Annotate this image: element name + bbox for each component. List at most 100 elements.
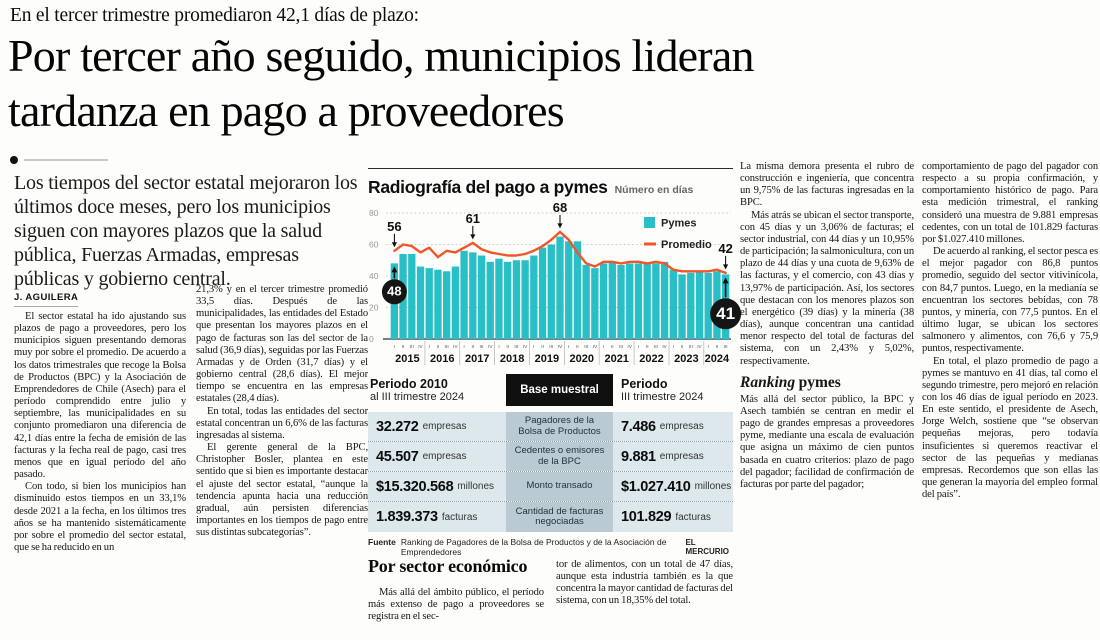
callout-circle bbox=[710, 298, 742, 330]
table-header-left: Periodo 2010 al III trimestre 2024 bbox=[368, 374, 506, 404]
down-arrowhead-icon bbox=[557, 223, 563, 229]
table-body: 32.272 empresas Pagadores de la Bolsa de P… bbox=[368, 412, 733, 532]
chart-subtitle: Número en días bbox=[614, 184, 694, 196]
unit: empresas bbox=[659, 421, 704, 432]
table-cell-center: Cantidad de facturas negociadas bbox=[506, 502, 613, 532]
bar bbox=[573, 241, 582, 339]
quarter-label: III bbox=[724, 344, 728, 350]
source-text: Ranking de Pagadores de la Bolsa de Prod… bbox=[400, 537, 667, 557]
y-tick-label: 40 bbox=[369, 271, 379, 281]
table-header-right-title: Periodo bbox=[621, 377, 668, 391]
body-column-4: La misma demora presenta el rubro de con… bbox=[740, 161, 914, 639]
bar bbox=[660, 261, 669, 339]
bar bbox=[530, 255, 538, 339]
table-header-left-subtitle: al III trimestre 2024 bbox=[370, 391, 465, 403]
quarter-label: II bbox=[506, 344, 509, 350]
paragraph: 21,3% y en el tercer trimestre promedió … bbox=[196, 284, 368, 405]
quarter-label: III bbox=[445, 344, 449, 350]
bar bbox=[425, 268, 433, 340]
bar bbox=[556, 236, 564, 340]
source-line: Fuente Ranking de Pagadores de la Bolsa … bbox=[368, 537, 733, 557]
value: 45.507 bbox=[376, 448, 419, 465]
col4-after: Más allá del sector público, la BPC y As… bbox=[740, 394, 914, 491]
year-label: 2017 bbox=[465, 353, 489, 365]
table-header-center: Base muestral bbox=[506, 374, 613, 406]
unit: facturas bbox=[441, 511, 478, 523]
chart-legend: Pymes Promedio bbox=[644, 217, 712, 251]
section-heading-sector: Por sector económico bbox=[368, 556, 528, 576]
quarter-label: I bbox=[603, 344, 604, 350]
bar bbox=[486, 261, 494, 339]
paragraph: Más allá del ámbito público, el período … bbox=[368, 587, 544, 623]
bar bbox=[443, 271, 451, 339]
table-cell-right: 7.486 empresas bbox=[613, 412, 733, 441]
headline: Por tercer año seguido, municipios lider… bbox=[8, 28, 1068, 138]
bar bbox=[504, 261, 512, 339]
bar bbox=[652, 263, 660, 339]
bar bbox=[538, 247, 547, 339]
kicker: En el tercer trimestre promediaron 42,1 … bbox=[10, 5, 419, 26]
sector-column-2: tor de alimentos, con un total de 47 día… bbox=[556, 559, 733, 639]
table-header-right: Periodo III trimestre 2024 bbox=[613, 374, 733, 404]
bullet-icon bbox=[10, 156, 18, 164]
year-label: 2015 bbox=[395, 353, 419, 365]
bar bbox=[687, 272, 695, 339]
bar bbox=[582, 264, 590, 339]
quarter-label: I bbox=[708, 344, 709, 350]
legend-label-promedio: Promedio bbox=[661, 239, 712, 251]
section-heading-ranking: Ranking pymes bbox=[740, 373, 914, 391]
table-cell-right: 9.881 empresas bbox=[613, 442, 733, 471]
year-label: 2016 bbox=[430, 353, 454, 365]
quarter-label: I bbox=[533, 344, 534, 350]
value: $15.320.568 bbox=[376, 478, 454, 495]
year-label: 2018 bbox=[500, 353, 524, 365]
bar bbox=[617, 264, 625, 339]
quarter-label: IV bbox=[453, 344, 458, 350]
year-label: 2019 bbox=[535, 353, 559, 365]
unit: millones bbox=[694, 481, 732, 492]
line-annotation-value: 61 bbox=[466, 211, 480, 226]
table-row: $15.320.568 millones Monto transado $1.027.… bbox=[368, 472, 733, 502]
quarter-label: I bbox=[498, 344, 499, 350]
legend-label-pymes: Pymes bbox=[661, 218, 696, 230]
paragraph: En total, todas las entidades del sector… bbox=[196, 405, 368, 441]
bar bbox=[547, 244, 555, 339]
quarter-label: IV bbox=[558, 344, 563, 350]
quarter-label: II bbox=[437, 344, 440, 350]
value: 32.272 bbox=[376, 418, 419, 435]
table-header-left-title: Periodo 2010 bbox=[370, 377, 448, 391]
legend-swatch-pymes bbox=[644, 217, 655, 228]
callout-value: 48 bbox=[387, 284, 401, 299]
quarter-label: II bbox=[611, 344, 614, 350]
down-arrowhead-icon bbox=[391, 242, 397, 248]
year-label: 2023 bbox=[674, 353, 698, 365]
bar bbox=[695, 271, 704, 339]
source-label: Fuente bbox=[368, 537, 396, 547]
chart-titlebar: Radiografía del pago a pymes Número en dí… bbox=[368, 177, 733, 198]
bar bbox=[704, 272, 712, 339]
quarter-label: III bbox=[654, 344, 658, 350]
value: $1.027.410 bbox=[621, 478, 691, 495]
up-arrowhead-icon bbox=[391, 266, 398, 273]
quarter-label: IV bbox=[627, 344, 632, 350]
quarter-label: III bbox=[619, 344, 623, 350]
quarter-label: IV bbox=[662, 344, 667, 350]
quarter-label: I bbox=[463, 344, 464, 350]
bar bbox=[512, 260, 521, 339]
quarter-label: I bbox=[638, 344, 639, 350]
table-header-right-subtitle: III trimestre 2024 bbox=[621, 391, 704, 403]
quarter-label: II bbox=[402, 344, 405, 350]
unit: facturas bbox=[675, 511, 711, 523]
y-tick-label: 0 bbox=[369, 334, 374, 344]
quarter-label: II bbox=[716, 344, 719, 350]
byline: J. AGUILERA bbox=[14, 292, 79, 307]
bar bbox=[565, 241, 573, 339]
bar-series-pymes bbox=[390, 236, 730, 340]
down-arrowhead-icon bbox=[470, 234, 476, 240]
ranking-heading-rest: pymes bbox=[795, 373, 841, 391]
table-cell-center: Cedentes o emisores de la BPC bbox=[506, 442, 613, 471]
quarter-label: II bbox=[541, 344, 544, 350]
body-column-5: comportamiento de pago del pagador con r… bbox=[922, 161, 1098, 639]
quarter-label: II bbox=[646, 344, 649, 350]
